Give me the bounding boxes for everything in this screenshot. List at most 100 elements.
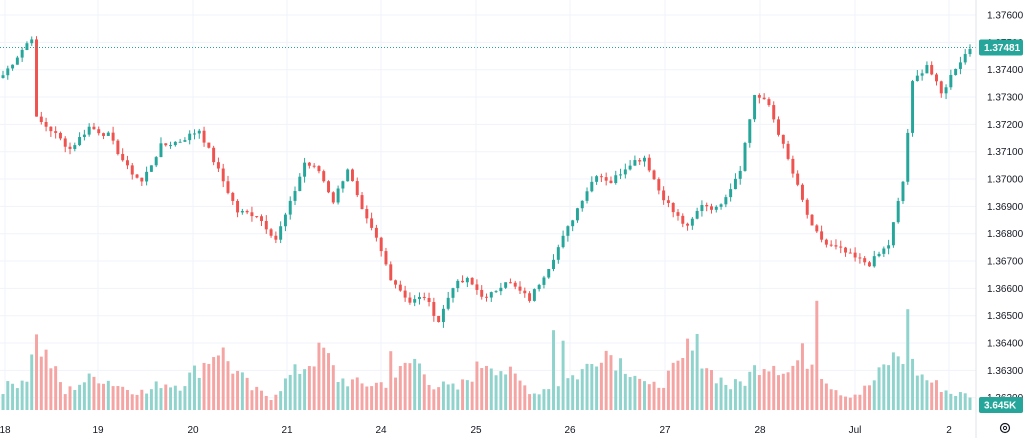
candle (293, 186, 297, 206)
candle-body (537, 284, 541, 290)
candle (154, 156, 158, 168)
volume-bar (417, 363, 421, 410)
candle-body (408, 297, 412, 303)
candle (939, 80, 943, 98)
volume-bar (422, 374, 426, 410)
volume-bar (322, 347, 326, 410)
candle-body (140, 177, 144, 182)
volume-bar (145, 393, 149, 410)
candle-body (154, 157, 158, 166)
candle (355, 177, 359, 198)
candle-body (355, 181, 359, 196)
volume-bar (394, 377, 398, 410)
candle (451, 287, 455, 303)
candle (949, 69, 953, 90)
candle (628, 160, 632, 171)
candle-body (777, 119, 780, 135)
volume-bar (652, 381, 656, 410)
volume-bar (561, 340, 565, 410)
candle (839, 240, 843, 254)
volume-bar (236, 370, 240, 410)
volume-bar (791, 365, 795, 410)
candle-body (451, 288, 455, 298)
candle (346, 168, 350, 182)
candle-body (887, 245, 891, 249)
candle (322, 169, 326, 183)
candle (944, 84, 948, 100)
candle-body (82, 134, 86, 137)
volume-bar (786, 372, 790, 410)
candle (863, 256, 867, 266)
candle (834, 239, 838, 250)
volume-bar (485, 365, 488, 410)
candle-body (915, 75, 919, 82)
candle-body (236, 200, 240, 213)
candle-body (738, 170, 742, 179)
candle (719, 203, 723, 210)
volume-bar (748, 371, 752, 410)
time-axis[interactable]: 18 19 20 21 24 25 26 27 28 Jul 2 (0, 425, 952, 436)
volume-bar (178, 390, 182, 410)
y-tick-label: 1.36900 (987, 202, 1024, 213)
candle-body (968, 48, 972, 55)
candle (729, 183, 733, 202)
volume-bar (398, 366, 402, 410)
candle (724, 194, 728, 208)
candle-body (441, 308, 445, 323)
candle (264, 215, 268, 234)
candle (867, 260, 871, 267)
candle-body (532, 289, 536, 301)
candle (575, 207, 579, 223)
candle-body (729, 189, 733, 198)
candle-body (30, 39, 34, 44)
volume-bar (513, 373, 517, 410)
volume-bar (494, 375, 498, 410)
candle-body (422, 296, 426, 298)
candle (595, 175, 599, 185)
candle-body (719, 204, 723, 207)
candle-body (11, 64, 15, 69)
x-tick-label: Jul (849, 425, 862, 436)
volume-bar (671, 362, 675, 410)
candle (446, 291, 450, 311)
candle (250, 206, 254, 222)
volume-bar (848, 397, 852, 410)
candle-body (762, 97, 766, 100)
candle (331, 191, 335, 205)
candle (39, 111, 43, 125)
volume-bar (575, 379, 579, 410)
candle (772, 101, 776, 123)
volume-bar (73, 390, 77, 410)
candle-body (432, 302, 436, 316)
candle (379, 236, 383, 257)
volume-bar (260, 390, 263, 410)
candle (236, 199, 240, 218)
candle-body (671, 203, 675, 213)
candle (221, 163, 225, 188)
candle (49, 126, 53, 137)
candle (6, 65, 10, 80)
candle-body (614, 175, 618, 183)
candle-body (805, 199, 809, 215)
candle-body (954, 68, 958, 76)
volume-bar (475, 361, 479, 410)
price-axis[interactable]: 1.376001.375001.374001.373001.372001.371… (987, 11, 1024, 405)
candle (662, 186, 666, 205)
volume-bar (930, 382, 934, 410)
volume-bar (714, 383, 718, 410)
candle-body (135, 174, 139, 178)
candle (561, 230, 565, 249)
candle-body (485, 296, 488, 298)
candle-body (705, 205, 709, 207)
candle-body (628, 165, 632, 170)
candle (518, 281, 522, 295)
volume-bar (456, 389, 460, 410)
settings-icon[interactable] (999, 422, 1011, 434)
volume-bar (810, 364, 814, 410)
candle-body (389, 264, 393, 281)
candle (762, 93, 766, 100)
candle-body (116, 140, 120, 154)
candle (149, 165, 153, 172)
volume-bar (331, 365, 335, 410)
